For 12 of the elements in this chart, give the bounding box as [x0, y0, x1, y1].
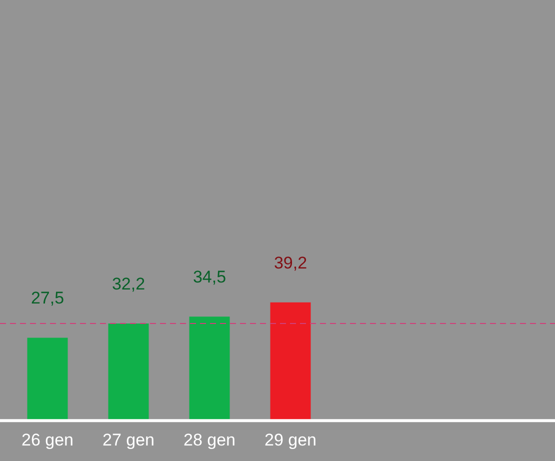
x-tick-label: 27 gen: [102, 430, 154, 450]
data-label: 34,5: [192, 268, 226, 287]
x-tick-label: 29 gen: [264, 430, 316, 450]
bar: [189, 316, 230, 421]
x-tick-label: 26 gen: [22, 430, 74, 450]
bar: [108, 324, 149, 421]
bar: [270, 302, 311, 421]
bar: [27, 338, 68, 421]
data-label: 39,2: [274, 253, 308, 272]
data-label: 27,5: [30, 288, 64, 308]
data-label: 32,2: [112, 274, 146, 294]
x-tick-label: 28 gen: [184, 430, 236, 450]
